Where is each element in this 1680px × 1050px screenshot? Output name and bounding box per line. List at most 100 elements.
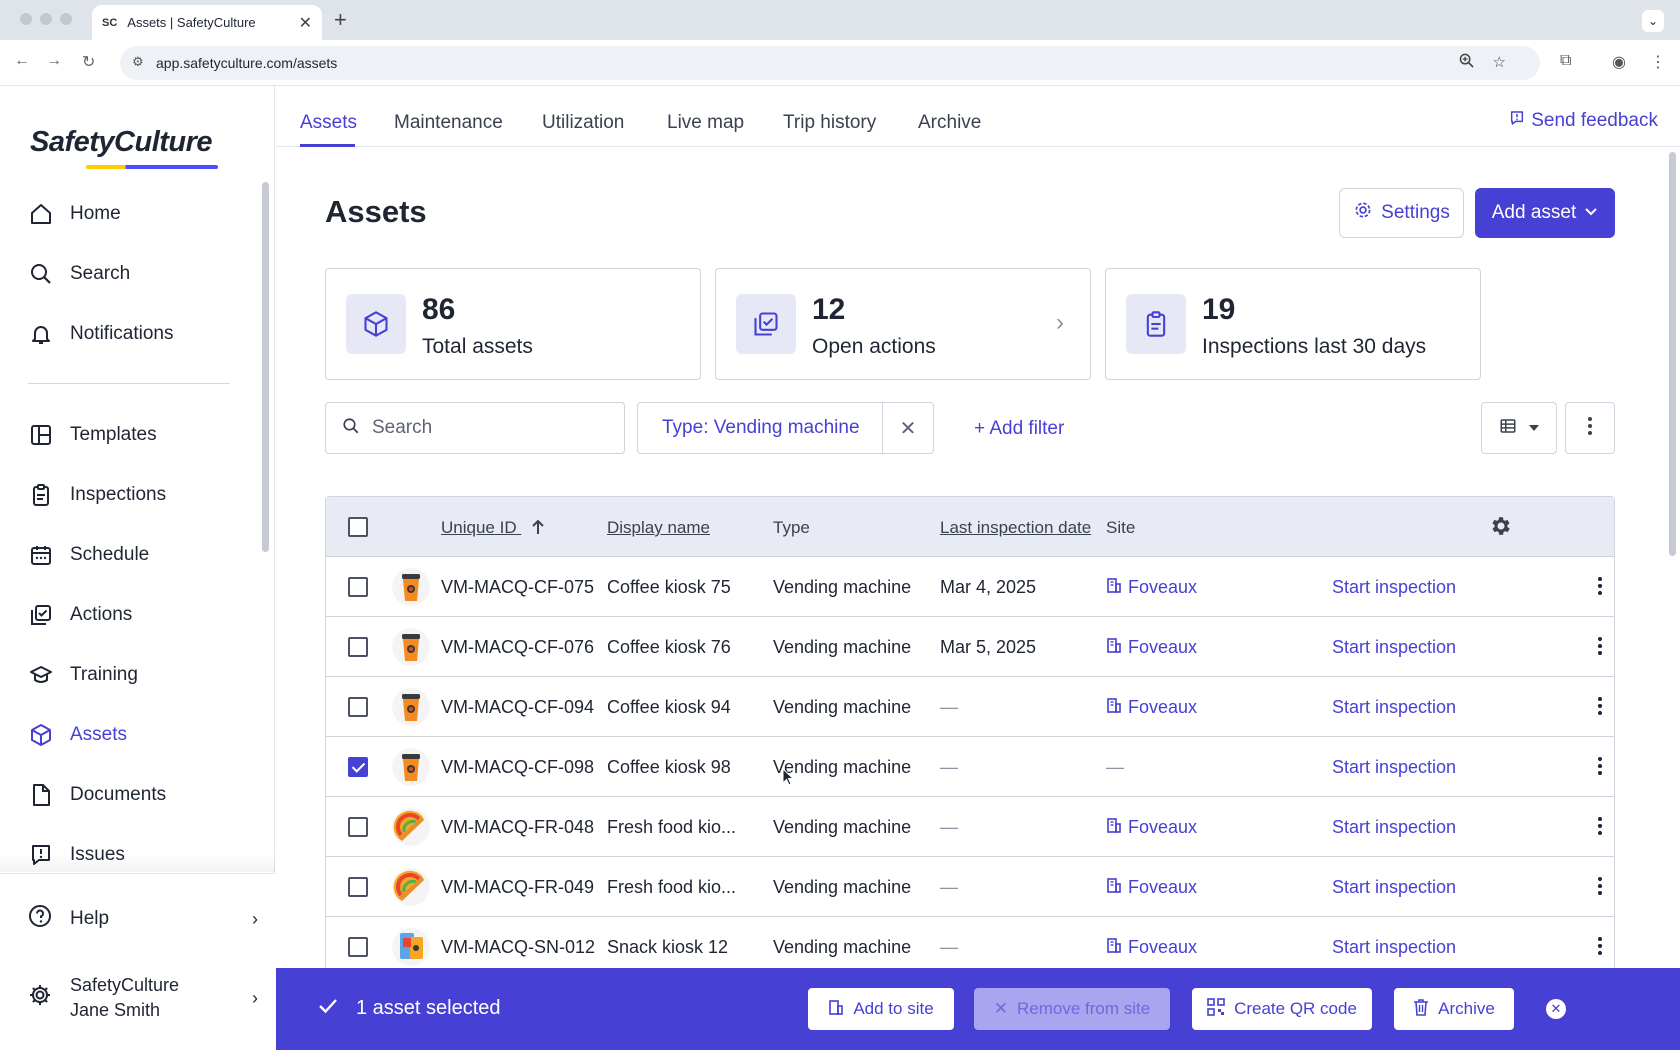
table-row[interactable]: VM-MACQ-FR-048 Fresh food kio... Vending… (326, 797, 1614, 857)
extensions-icon[interactable]: ⧉ (1560, 52, 1572, 69)
row-more-icon[interactable] (1598, 817, 1602, 840)
tab-list-chevron-icon[interactable]: ⌄ (1642, 10, 1664, 32)
filter-chip-type[interactable]: Type: Vending machine ✕ (637, 402, 934, 454)
close-icon[interactable]: ✕ (899, 417, 917, 440)
search-input[interactable]: Search (325, 402, 625, 454)
table-row[interactable]: VM-MACQ-CF-094 Coffee kiosk 94 Vending m… (326, 677, 1614, 737)
cell-site-link[interactable]: Foveaux (1106, 937, 1197, 958)
add-asset-button[interactable]: Add asset (1475, 188, 1615, 238)
cell-site-link[interactable]: Foveaux (1106, 637, 1197, 658)
window-close-dot[interactable] (20, 13, 32, 25)
tab-close-icon[interactable]: ✕ (298, 14, 312, 32)
column-settings-gear-icon[interactable] (1489, 514, 1513, 543)
start-inspection-link[interactable]: Start inspection (1332, 637, 1457, 657)
column-header-last-inspection[interactable]: Last inspection date (940, 518, 1092, 537)
row-checkbox[interactable] (348, 937, 368, 957)
more-options-button[interactable] (1565, 402, 1615, 454)
column-header-type[interactable]: Type (773, 518, 810, 537)
sidebar-item-inspections[interactable]: Inspections (28, 475, 258, 515)
window-minimize-dot[interactable] (40, 13, 52, 25)
row-more-icon[interactable] (1598, 757, 1602, 780)
sidebar-item-schedule[interactable]: Schedule (28, 535, 258, 575)
clear-selection-close-icon[interactable]: ✕ (1546, 999, 1566, 1019)
sidebar-item-issues[interactable]: Issues (28, 835, 258, 875)
sidebar-item-documents[interactable]: Documents (28, 775, 258, 815)
remove-from-site-button[interactable]: ✕ Remove from site (974, 988, 1170, 1030)
start-inspection-link[interactable]: Start inspection (1332, 757, 1457, 777)
cell-display-name[interactable]: Coffee kiosk 94 (607, 697, 731, 717)
cell-display-name[interactable]: Coffee kiosk 75 (607, 577, 731, 597)
window-zoom-dot[interactable] (60, 13, 72, 25)
sidebar-item-search[interactable]: Search (28, 254, 258, 294)
sidebar-item-assets[interactable]: Assets (28, 715, 258, 755)
column-header-site[interactable]: Site (1106, 518, 1136, 537)
row-more-icon[interactable] (1598, 637, 1602, 660)
sidebar-scrollbar[interactable] (262, 182, 269, 552)
stat-card-open-actions[interactable]: 12 Open actions › (715, 268, 1091, 380)
row-checkbox[interactable] (348, 817, 368, 837)
sidebar-item-templates[interactable]: Templates (28, 415, 258, 455)
main-scrollbar[interactable] (1669, 152, 1676, 556)
browser-menu-icon[interactable]: ⋮ (1650, 54, 1666, 71)
column-header-display-name[interactable]: Display name (607, 518, 710, 537)
tab-utilization[interactable]: Utilization (542, 112, 625, 133)
cell-display-name[interactable]: Coffee kiosk 98 (607, 757, 731, 777)
cell-site-link[interactable]: Foveaux (1106, 817, 1197, 838)
cell-site-link[interactable]: Foveaux (1106, 577, 1197, 598)
table-row[interactable]: VM-MACQ-CF-076 Coffee kiosk 76 Vending m… (326, 617, 1614, 677)
send-feedback-link[interactable]: Send feedback (1509, 110, 1658, 132)
new-tab-icon[interactable]: + (334, 7, 347, 32)
row-more-icon[interactable] (1598, 877, 1602, 900)
safetyculture-logo[interactable]: SafetyCulture (30, 126, 213, 158)
url-bar[interactable]: ⚙ app.safetyculture.com/assets ☆ (120, 46, 1540, 80)
row-checkbox[interactable] (348, 757, 368, 777)
cell-site-link[interactable]: Foveaux (1106, 697, 1197, 718)
cell-display-name[interactable]: Snack kiosk 12 (607, 937, 729, 957)
row-checkbox[interactable] (348, 877, 368, 897)
row-checkbox[interactable] (348, 697, 368, 717)
cell-display-name[interactable]: Fresh food kio... (607, 877, 737, 897)
sidebar-item-training[interactable]: Training (28, 655, 258, 695)
profile-icon[interactable]: ◉ (1612, 54, 1626, 71)
table-row[interactable]: VM-MACQ-SN-012 Snack kiosk 12 Vending ma… (326, 917, 1614, 977)
tab-assets[interactable]: Assets (300, 112, 358, 133)
tab-archive[interactable]: Archive (918, 112, 982, 133)
browser-tab[interactable]: SC Assets | SafetyCulture ✕ (92, 5, 322, 40)
bookmark-star-icon[interactable]: ☆ (1492, 54, 1506, 71)
sidebar-item-notifications[interactable]: Notifications (28, 314, 258, 354)
sidebar-item-home[interactable]: Home (28, 194, 258, 234)
cell-display-name[interactable]: Coffee kiosk 76 (607, 637, 731, 657)
view-toggle-button[interactable] (1481, 402, 1557, 454)
row-more-icon[interactable] (1598, 697, 1602, 720)
table-row[interactable]: VM-MACQ-CF-075 Coffee kiosk 75 Vending m… (326, 557, 1614, 617)
start-inspection-link[interactable]: Start inspection (1332, 577, 1457, 597)
create-qr-code-button[interactable]: Create QR code (1192, 988, 1372, 1030)
cell-display-name[interactable]: Fresh food kio... (607, 817, 737, 837)
site-info-icon[interactable]: ⚙ (132, 54, 144, 69)
select-all-checkbox[interactable] (348, 517, 368, 537)
user-menu[interactable]: SafetyCulture Jane Smith › (28, 970, 258, 1026)
add-to-site-button[interactable]: Add to site (808, 988, 954, 1030)
start-inspection-link[interactable]: Start inspection (1332, 877, 1457, 897)
reload-icon[interactable]: ↻ (82, 54, 96, 71)
start-inspection-link[interactable]: Start inspection (1332, 697, 1457, 717)
add-filter-button[interactable]: + Add filter (974, 418, 1065, 439)
tab-live-map[interactable]: Live map (667, 112, 745, 133)
column-header-unique-id[interactable]: Unique ID (441, 518, 545, 540)
forward-icon[interactable]: → (46, 52, 62, 69)
back-icon[interactable]: ← (14, 52, 30, 69)
archive-button[interactable]: Archive (1394, 988, 1514, 1030)
help-menu[interactable]: Help › (28, 902, 258, 936)
table-row-selected[interactable]: VM-MACQ-CF-098 Coffee kiosk 98 Vending m… (326, 737, 1614, 797)
start-inspection-link[interactable]: Start inspection (1332, 817, 1457, 837)
table-row[interactable]: VM-MACQ-FR-049 Fresh food kio... Vending… (326, 857, 1614, 917)
tab-maintenance[interactable]: Maintenance (394, 112, 503, 133)
cell-site-link[interactable]: Foveaux (1106, 877, 1197, 898)
start-inspection-link[interactable]: Start inspection (1332, 937, 1457, 957)
row-more-icon[interactable] (1598, 937, 1602, 960)
tab-trip-history[interactable]: Trip history (783, 112, 877, 133)
row-checkbox[interactable] (348, 577, 368, 597)
zoom-icon[interactable] (1459, 53, 1474, 72)
filter-chip-label[interactable]: Type: Vending machine (638, 403, 883, 453)
row-checkbox[interactable] (348, 637, 368, 657)
